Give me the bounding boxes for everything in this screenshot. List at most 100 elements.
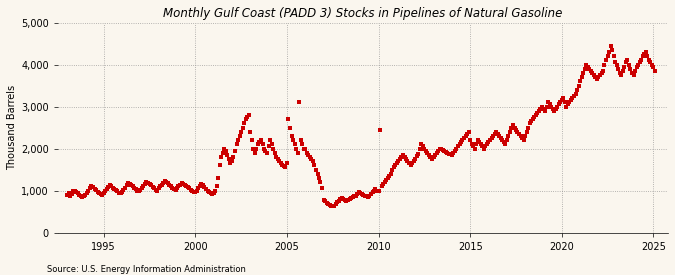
Point bbox=[643, 58, 654, 62]
Point bbox=[624, 62, 634, 67]
Point bbox=[477, 144, 488, 148]
Point bbox=[622, 58, 632, 62]
Point bbox=[294, 100, 304, 104]
Point bbox=[537, 104, 547, 109]
Point bbox=[531, 113, 541, 117]
Point bbox=[283, 117, 294, 121]
Point bbox=[77, 195, 88, 199]
Point bbox=[620, 60, 631, 65]
Point bbox=[379, 180, 390, 184]
Point bbox=[350, 193, 361, 198]
Point bbox=[642, 54, 653, 58]
Point bbox=[596, 71, 607, 75]
Point bbox=[645, 60, 655, 65]
Point bbox=[295, 138, 306, 142]
Point bbox=[107, 185, 118, 190]
Point bbox=[173, 184, 184, 189]
Point bbox=[434, 146, 445, 151]
Point bbox=[589, 73, 599, 77]
Point bbox=[95, 192, 106, 197]
Point bbox=[549, 109, 560, 113]
Point bbox=[358, 192, 369, 197]
Point bbox=[63, 190, 74, 195]
Point bbox=[142, 181, 153, 185]
Point bbox=[269, 150, 280, 155]
Point bbox=[523, 125, 534, 130]
Point bbox=[529, 115, 540, 119]
Point bbox=[433, 148, 443, 153]
Point bbox=[527, 117, 538, 121]
Point bbox=[392, 161, 402, 166]
Point bbox=[225, 161, 236, 166]
Point bbox=[376, 184, 387, 189]
Point bbox=[608, 54, 619, 58]
Point bbox=[308, 159, 319, 163]
Point bbox=[210, 188, 221, 193]
Point bbox=[585, 68, 596, 73]
Point bbox=[388, 165, 399, 170]
Point bbox=[148, 186, 159, 191]
Point bbox=[138, 184, 149, 188]
Point bbox=[618, 68, 628, 73]
Point bbox=[265, 138, 275, 142]
Point bbox=[259, 146, 269, 151]
Y-axis label: Thousand Barrels: Thousand Barrels bbox=[7, 85, 17, 170]
Point bbox=[146, 183, 157, 188]
Point bbox=[544, 102, 555, 107]
Point bbox=[410, 157, 421, 161]
Point bbox=[564, 100, 575, 104]
Point bbox=[198, 183, 209, 188]
Point bbox=[593, 75, 604, 79]
Text: Source: U.S. Energy Information Administration: Source: U.S. Energy Information Administ… bbox=[47, 265, 246, 274]
Point bbox=[583, 64, 593, 69]
Point bbox=[579, 67, 590, 71]
Point bbox=[170, 188, 181, 192]
Point bbox=[395, 157, 406, 161]
Point bbox=[561, 104, 572, 109]
Point bbox=[289, 142, 300, 147]
Point bbox=[489, 132, 500, 136]
Point bbox=[648, 64, 659, 69]
Point bbox=[362, 195, 373, 199]
Point bbox=[516, 136, 527, 140]
Point bbox=[228, 155, 239, 159]
Point bbox=[327, 204, 338, 209]
Point bbox=[404, 161, 414, 166]
Point bbox=[469, 146, 480, 151]
Point bbox=[318, 197, 329, 202]
Point bbox=[429, 153, 440, 157]
Point bbox=[610, 60, 621, 65]
Point bbox=[578, 71, 589, 75]
Point bbox=[281, 161, 292, 166]
Point bbox=[538, 106, 549, 111]
Point bbox=[216, 155, 227, 159]
Point bbox=[382, 176, 393, 180]
Point bbox=[74, 193, 85, 197]
Point bbox=[614, 71, 625, 75]
Point bbox=[88, 185, 99, 189]
Point bbox=[347, 195, 358, 199]
Point bbox=[246, 138, 257, 142]
Point bbox=[584, 67, 595, 71]
Point bbox=[298, 146, 309, 151]
Point bbox=[493, 134, 504, 138]
Point bbox=[288, 138, 298, 142]
Point bbox=[462, 132, 472, 136]
Point bbox=[271, 155, 281, 159]
Point bbox=[326, 204, 337, 208]
Point bbox=[150, 188, 161, 192]
Point bbox=[301, 150, 312, 155]
Point bbox=[199, 185, 210, 189]
Point bbox=[76, 194, 86, 199]
Point bbox=[482, 142, 493, 147]
Point bbox=[230, 148, 240, 153]
Point bbox=[303, 153, 314, 157]
Point bbox=[352, 192, 362, 196]
Point bbox=[341, 198, 352, 203]
Point bbox=[260, 148, 271, 153]
Point bbox=[570, 92, 581, 96]
Point bbox=[106, 184, 117, 188]
Point bbox=[457, 138, 468, 142]
Point bbox=[252, 142, 263, 147]
Point bbox=[124, 182, 135, 186]
